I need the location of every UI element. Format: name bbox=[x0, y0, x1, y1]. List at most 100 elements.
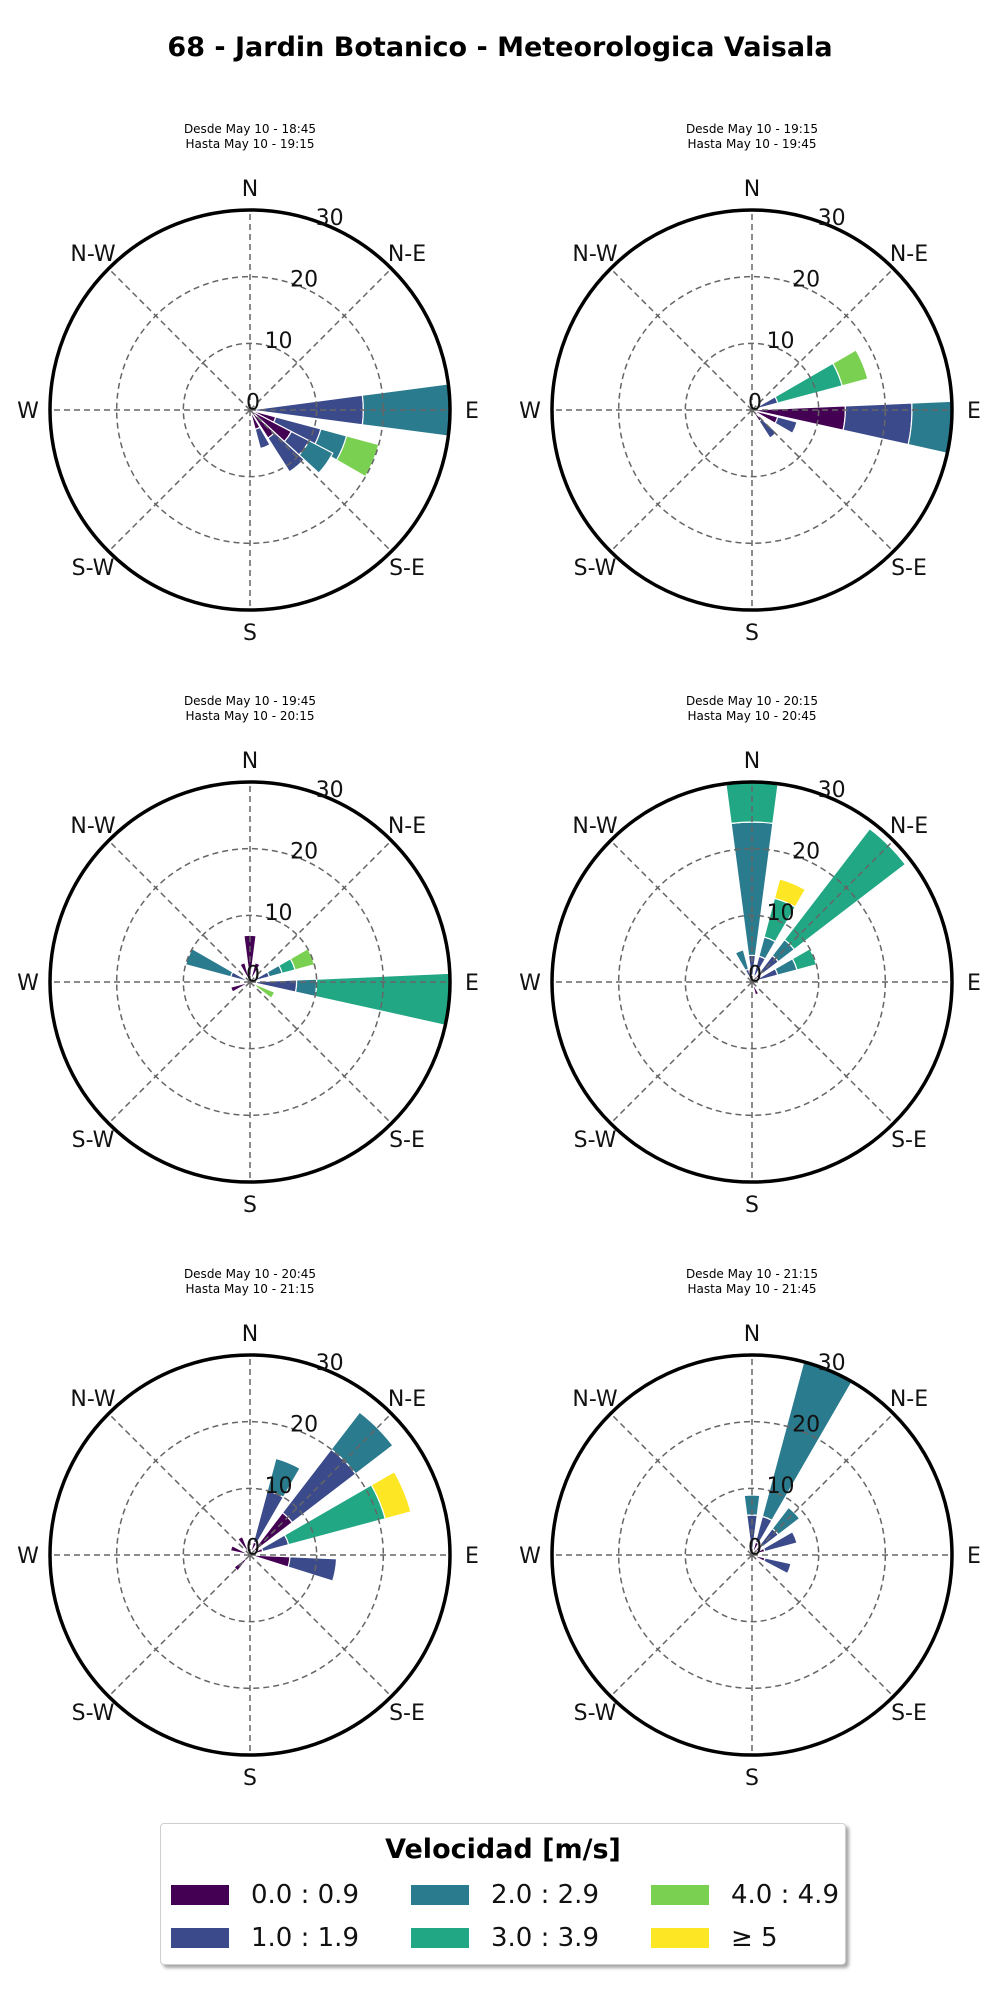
bar-segment bbox=[239, 961, 251, 983]
r-tick-label: 30 bbox=[316, 1351, 344, 1376]
bar-segment bbox=[774, 362, 843, 404]
direction-label: W bbox=[17, 1544, 39, 1569]
direction-label: E bbox=[465, 399, 479, 424]
direction-label: S-W bbox=[574, 556, 617, 581]
direction-label: S-E bbox=[389, 1701, 425, 1726]
legend-item-0: 0.0 : 0.9 bbox=[171, 1880, 359, 1910]
subplot-title-line: Hasta May 10 - 20:15 bbox=[186, 709, 315, 723]
direction-label: N-E bbox=[388, 1387, 426, 1412]
legend-swatch-2 bbox=[411, 1885, 469, 1905]
legend-label-3: 3.0 : 3.9 bbox=[491, 1923, 599, 1953]
subplot-title-line: Desde May 10 - 20:15 bbox=[686, 694, 818, 708]
outer-circle bbox=[550, 780, 954, 1184]
bar-segment bbox=[791, 947, 818, 971]
r-tick-label: 0 bbox=[748, 1536, 762, 1561]
r-tick-label: 0 bbox=[748, 391, 762, 416]
direction-label: N-W bbox=[70, 242, 116, 267]
direction-label: E bbox=[465, 971, 479, 996]
direction-label: S bbox=[745, 621, 759, 646]
legend-title: Velocidad [m/s] bbox=[385, 1834, 621, 1865]
bar-segment bbox=[254, 426, 271, 450]
direction-label: W bbox=[519, 1544, 541, 1569]
direction-label: S-W bbox=[574, 1701, 617, 1726]
grid-spoke bbox=[610, 409, 753, 552]
bar-segment bbox=[229, 981, 251, 993]
grid-spoke bbox=[108, 409, 251, 552]
direction-label: N bbox=[744, 1322, 760, 1347]
legend-label-0: 0.0 : 0.9 bbox=[251, 1880, 359, 1910]
legend-label-4: 4.0 : 4.9 bbox=[731, 1880, 839, 1910]
grid-spoke bbox=[751, 1413, 894, 1556]
r-tick-label: 30 bbox=[818, 206, 846, 231]
bar-segment bbox=[289, 947, 316, 971]
r-tick-label: 20 bbox=[792, 267, 820, 292]
direction-label: S-W bbox=[72, 1128, 115, 1153]
grid-spoke bbox=[610, 1554, 753, 1697]
r-tick-label: 30 bbox=[316, 778, 344, 803]
direction-label: W bbox=[519, 399, 541, 424]
direction-label: N bbox=[242, 1322, 258, 1347]
direction-label: N-E bbox=[388, 814, 426, 839]
direction-label: W bbox=[17, 971, 39, 996]
grid-ring bbox=[684, 342, 820, 478]
direction-label: W bbox=[17, 399, 39, 424]
r-tick-label: 20 bbox=[792, 1412, 820, 1437]
subplot-title-line: Desde May 10 - 19:15 bbox=[686, 122, 818, 136]
direction-label: S bbox=[243, 1766, 257, 1791]
direction-label: N-W bbox=[572, 242, 618, 267]
grid-spoke bbox=[249, 1413, 392, 1556]
bar-segment bbox=[330, 1411, 394, 1475]
r-tick-label: 10 bbox=[767, 901, 795, 926]
r-tick-label: 10 bbox=[265, 329, 293, 354]
direction-label: S-E bbox=[891, 1128, 927, 1153]
outer-circle bbox=[48, 780, 452, 1184]
direction-label: N-W bbox=[70, 814, 116, 839]
legend-item-4: 4.0 : 4.9 bbox=[651, 1880, 839, 1910]
bar-segment bbox=[229, 1544, 251, 1556]
subplot-title-line: Hasta May 10 - 21:45 bbox=[688, 1282, 817, 1296]
grid-ring bbox=[182, 914, 318, 1050]
bar-segment bbox=[907, 400, 953, 455]
grid-ring bbox=[684, 914, 820, 1050]
legend-item-3: 3.0 : 3.9 bbox=[411, 1923, 599, 1953]
bar-segment bbox=[266, 1457, 301, 1499]
outer-circle bbox=[550, 208, 954, 612]
r-tick-label: 20 bbox=[290, 267, 318, 292]
subplot-title-line: Hasta May 10 - 19:45 bbox=[688, 137, 817, 151]
grid-ring bbox=[684, 1487, 820, 1623]
r-tick-label: 10 bbox=[265, 1474, 293, 1499]
grid-spoke bbox=[249, 1554, 392, 1697]
direction-label: N-E bbox=[890, 1387, 928, 1412]
grid-spoke bbox=[249, 409, 392, 552]
subplot-title-line: Desde May 10 - 21:15 bbox=[686, 1267, 818, 1281]
grid-spoke bbox=[751, 1554, 894, 1697]
direction-label: S bbox=[243, 1193, 257, 1218]
outer-circle bbox=[48, 1353, 452, 1757]
direction-label: N-W bbox=[572, 814, 618, 839]
subplot-title-line: Hasta May 10 - 19:15 bbox=[186, 137, 315, 151]
subplot-title-line: Hasta May 10 - 21:15 bbox=[186, 1282, 315, 1296]
direction-label: E bbox=[967, 1544, 981, 1569]
legend-label-2: 2.0 : 2.9 bbox=[491, 1880, 599, 1910]
legend-swatch-5 bbox=[651, 1928, 709, 1948]
grid-spoke bbox=[751, 840, 894, 983]
grid-spoke bbox=[751, 981, 894, 1124]
grid-spoke bbox=[249, 981, 392, 1124]
grid-ring bbox=[182, 342, 318, 478]
grid-spoke bbox=[610, 840, 753, 983]
direction-label: N bbox=[242, 749, 258, 774]
direction-label: N-W bbox=[70, 1387, 116, 1412]
bar-segment bbox=[734, 949, 750, 972]
bar-segment bbox=[832, 349, 869, 387]
bar-segment bbox=[763, 1557, 792, 1575]
direction-label: S-E bbox=[891, 556, 927, 581]
r-tick-label: 10 bbox=[265, 901, 293, 926]
r-tick-label: 30 bbox=[818, 778, 846, 803]
grid-spoke bbox=[249, 840, 392, 983]
bar-segment bbox=[773, 878, 807, 908]
